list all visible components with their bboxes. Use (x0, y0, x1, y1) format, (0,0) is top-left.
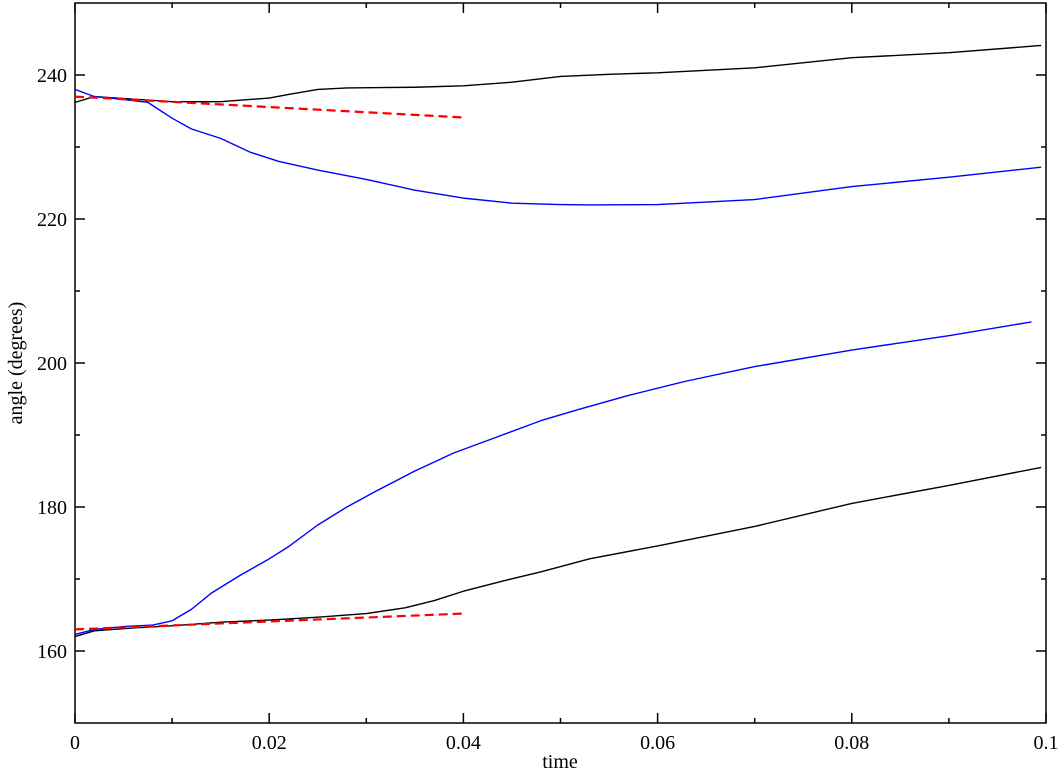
data-line (74, 88, 1042, 206)
data-line (74, 321, 1032, 636)
data-line (74, 466, 1042, 638)
x-tick-label: 0 (70, 732, 80, 754)
data-line (74, 612, 464, 631)
x-tick-label: 0.04 (446, 732, 481, 754)
y-axis-label: angle (degrees) (5, 302, 27, 425)
x-tick-label: 0.1 (1034, 732, 1059, 754)
y-tick-label: 200 (37, 353, 67, 375)
x-axis-label: time (542, 751, 578, 773)
plot-frame (74, 2, 1047, 724)
x-tick-label: 0.08 (834, 732, 869, 754)
x-tick-label: 0.02 (252, 732, 287, 754)
data-line (74, 95, 464, 119)
x-tick-label: 0.06 (640, 732, 675, 754)
y-tick-label: 240 (37, 65, 67, 87)
y-tick-label: 180 (37, 497, 67, 519)
y-tick-label: 160 (37, 641, 67, 663)
data-line (74, 44, 1042, 104)
y-tick-label: 220 (37, 209, 67, 231)
